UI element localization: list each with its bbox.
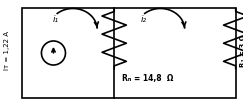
Text: i₁: i₁ — [53, 15, 59, 24]
Text: Iᴛ = 1,22 A: Iᴛ = 1,22 A — [4, 31, 10, 70]
Text: R₂ = 3 Ω: R₂ = 3 Ω — [240, 35, 243, 67]
Text: Rₙ = 14,8  Ω: Rₙ = 14,8 Ω — [122, 74, 173, 83]
Bar — [22, 8, 236, 98]
Text: i₂: i₂ — [140, 15, 147, 24]
